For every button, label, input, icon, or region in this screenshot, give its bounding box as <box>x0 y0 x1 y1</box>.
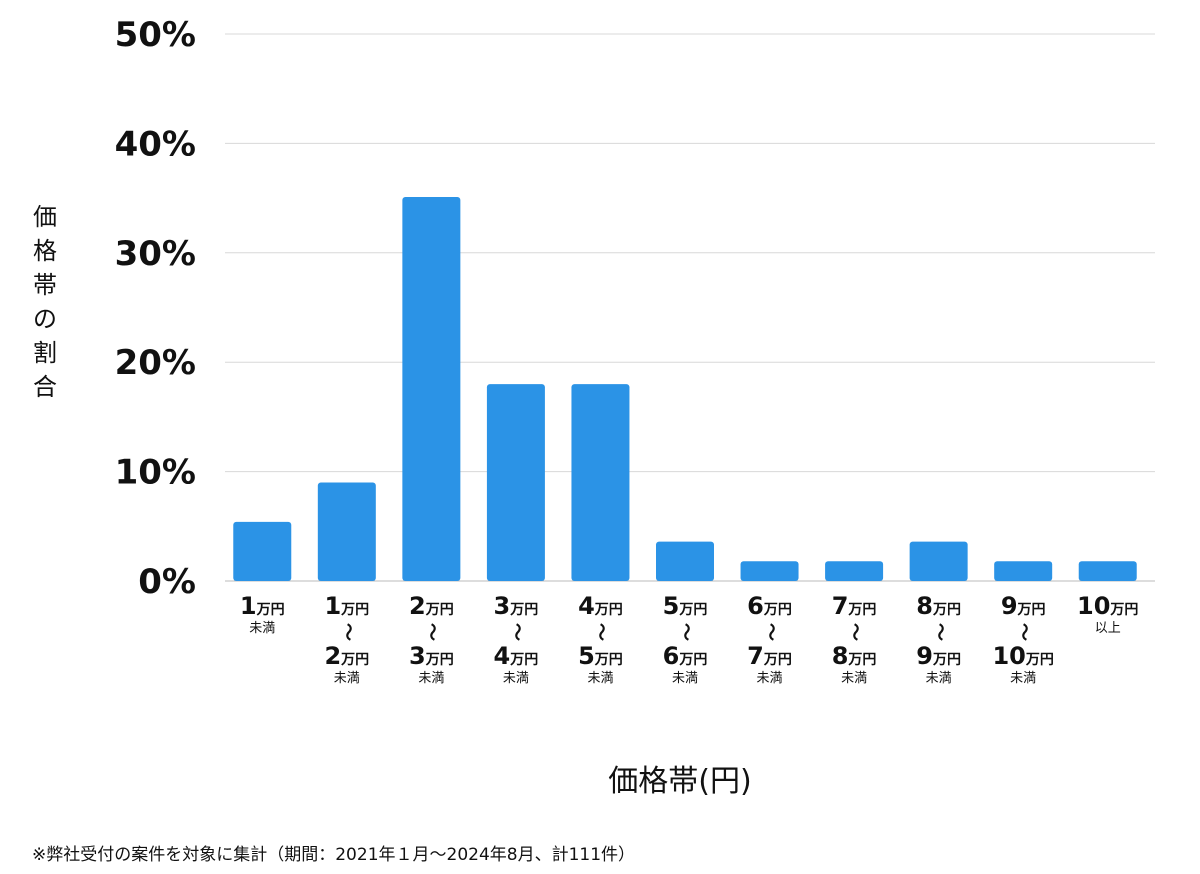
x-axis-label: 価格帯(円) <box>608 764 752 799</box>
bar <box>656 541 714 581</box>
bar <box>317 482 376 581</box>
x-tick-label: 5万円〜 6万円 未満 <box>662 592 708 686</box>
y-tick-label: 30% <box>115 234 196 274</box>
bar <box>402 197 461 582</box>
y-axis-label: 価格帯の割合 <box>33 203 57 401</box>
footnote: ※弊社受付の案件を対象に集計（期間：2021年１月〜2024年8月、計111件） <box>32 845 636 865</box>
x-tick-label: 10万円 以上 <box>1077 592 1139 636</box>
bar <box>1078 561 1137 581</box>
y-tick-label: 20% <box>115 343 196 383</box>
y-tick-label: 10% <box>115 453 196 493</box>
bar <box>233 521 292 581</box>
x-tick-label: 9万円〜 10万円 未満 <box>992 592 1054 686</box>
x-tick-label: 1万円〜 2万円 未満 <box>324 592 370 686</box>
bar <box>909 541 968 581</box>
y-tick-label: 0% <box>138 562 196 602</box>
bar <box>571 384 630 581</box>
x-tick-label: 6万円〜 7万円 未満 <box>747 592 792 686</box>
x-tick-label: 4万円〜 5万円 未満 <box>578 592 623 686</box>
y-tick-label: 50% <box>115 15 196 55</box>
x-tick-label: 2万円〜 3万円 未満 <box>409 592 454 686</box>
bar <box>994 561 1053 581</box>
y-tick-label: 40% <box>115 124 196 164</box>
x-tick-label: 8万円〜 9万円 未満 <box>916 592 961 686</box>
bar <box>825 561 884 581</box>
x-tick-label: 3万円〜 4万円 未満 <box>493 592 539 686</box>
bar <box>740 561 799 581</box>
x-tick-label: 1万円 未満 <box>239 592 285 636</box>
x-tick-label: 7万円〜 8万円 未満 <box>831 592 877 686</box>
bar <box>486 384 545 581</box>
